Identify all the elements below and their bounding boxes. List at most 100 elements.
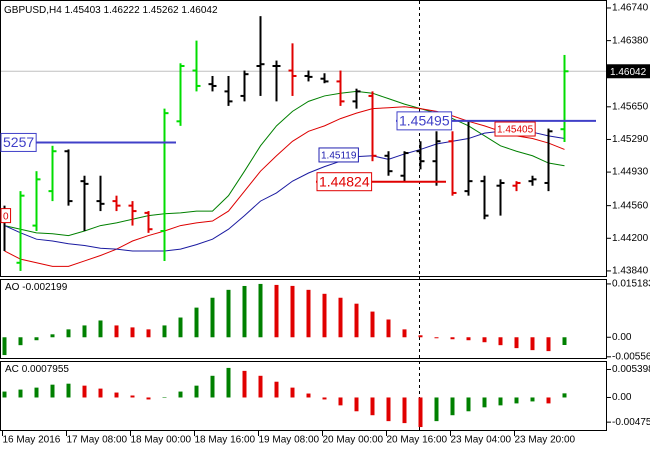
histogram-bar — [450, 337, 455, 340]
histogram-bar — [370, 311, 375, 338]
histogram-bar — [98, 388, 103, 398]
histogram-bar — [210, 375, 215, 398]
histogram-bar — [194, 307, 199, 338]
y-tick-label: 0.015183 — [612, 279, 650, 290]
histogram-bar — [514, 337, 519, 349]
histogram-bar — [498, 397, 503, 406]
histogram-bar — [258, 375, 263, 398]
y-tick-label: 1.43840 — [612, 266, 649, 277]
level-text: 1.45119 — [321, 151, 357, 162]
ac-title: AC 0.0007955 — [5, 364, 69, 375]
histogram-bar — [322, 293, 327, 338]
level-box — [0, 208, 12, 224]
histogram-bar — [402, 329, 407, 338]
level-text: 1.45405 — [497, 125, 534, 136]
last-open: 1.45403 — [65, 5, 102, 16]
histogram-bar — [162, 397, 167, 398]
histogram-bar — [66, 329, 71, 338]
histogram-bar — [450, 397, 455, 416]
histogram-bar — [562, 393, 567, 398]
ac-last: 0.0007955 — [22, 364, 70, 375]
histogram-bar — [178, 391, 183, 398]
histogram-bar — [530, 397, 535, 402]
y-tick-label: 1.44930 — [612, 167, 649, 178]
histogram-bar — [418, 335, 423, 338]
histogram-bar — [370, 397, 375, 416]
level-box — [494, 121, 536, 137]
histogram-bar — [482, 397, 487, 408]
histogram-bar — [18, 337, 23, 346]
histogram-bar — [546, 397, 551, 404]
histogram-bar — [18, 389, 23, 398]
histogram-bar — [114, 392, 119, 398]
ao-panel — [0, 279, 607, 359]
current-price-label: 1.46042 — [610, 67, 647, 78]
histogram-bar — [530, 337, 535, 351]
histogram-bar — [178, 317, 183, 338]
level-box — [316, 172, 373, 192]
histogram-bar — [338, 297, 343, 338]
level-box — [396, 111, 453, 131]
histogram-bar — [2, 391, 7, 398]
symbol: GBPUSD,H4 — [4, 5, 62, 16]
y-tick-label: 1.45650 — [612, 101, 649, 112]
y-tick-label: 0.00 — [612, 392, 632, 403]
x-tick-label: 23 May 04:00 — [451, 435, 512, 446]
chart-title: GBPUSD,H4 1.45403 1.46222 1.45262 1.4604… — [4, 5, 218, 16]
histogram-bar — [50, 334, 55, 338]
histogram-bar — [306, 289, 311, 338]
y-tick-label: 1.45290 — [612, 134, 649, 145]
histogram-bar — [562, 337, 567, 345]
level-label: 1.45119 — [318, 147, 359, 163]
price-panel — [0, 0, 607, 277]
current-price-marker: 1.46042 — [607, 64, 650, 79]
moving-average — [4, 106, 565, 267]
histogram-bar — [466, 397, 471, 412]
level-label: 1.45405 — [494, 121, 536, 137]
histogram-bar — [434, 337, 439, 339]
level-label: 5257 — [0, 132, 37, 152]
histogram-bar — [386, 319, 391, 338]
histogram-bar — [210, 297, 215, 338]
histogram-bar — [418, 397, 423, 428]
x-tick-label: 18 May 16:00 — [195, 435, 256, 446]
histogram-bar — [50, 384, 55, 398]
x-tick-label: 23 May 20:00 — [515, 435, 576, 446]
histogram-bar — [306, 393, 311, 398]
histogram-bar — [258, 283, 263, 338]
level-text: 5257 — [3, 134, 34, 150]
histogram-bar — [290, 285, 295, 338]
x-tick-label: 16 May 2016 — [3, 435, 61, 446]
histogram-bar — [146, 329, 151, 338]
moving-average — [4, 90, 565, 237]
histogram-bar — [66, 383, 71, 398]
histogram-bar — [2, 337, 7, 356]
y-tick-label: 1.46740 — [612, 3, 649, 14]
ao-title: AO -0.002199 — [5, 282, 68, 293]
histogram-bar — [242, 285, 247, 338]
current-price-box — [607, 64, 650, 79]
x-tick-label: 17 May 08:00 — [67, 435, 128, 446]
histogram-bar — [338, 397, 343, 406]
y-tick-label: 1.44560 — [612, 200, 649, 211]
histogram-bar — [194, 385, 199, 398]
histogram-bar — [146, 397, 151, 400]
y-tick-label: -0.005562 — [612, 351, 650, 362]
histogram-bar — [354, 303, 359, 338]
histogram-bar — [498, 337, 503, 346]
histogram-bar — [82, 385, 87, 398]
y-tick-label: 1.46380 — [612, 35, 649, 46]
histogram-bar — [34, 387, 39, 398]
histogram-bar — [114, 325, 119, 338]
histogram-bar — [466, 337, 471, 341]
histogram-bar — [434, 397, 439, 422]
ao-name: AO — [5, 282, 20, 293]
ao-last: -0.002199 — [22, 282, 67, 293]
x-tick-label: 20 May 00:00 — [323, 435, 384, 446]
last-high: 1.46222 — [104, 5, 141, 16]
histogram-bar — [34, 337, 39, 341]
histogram-bar — [354, 397, 359, 412]
moving-average — [4, 130, 565, 252]
